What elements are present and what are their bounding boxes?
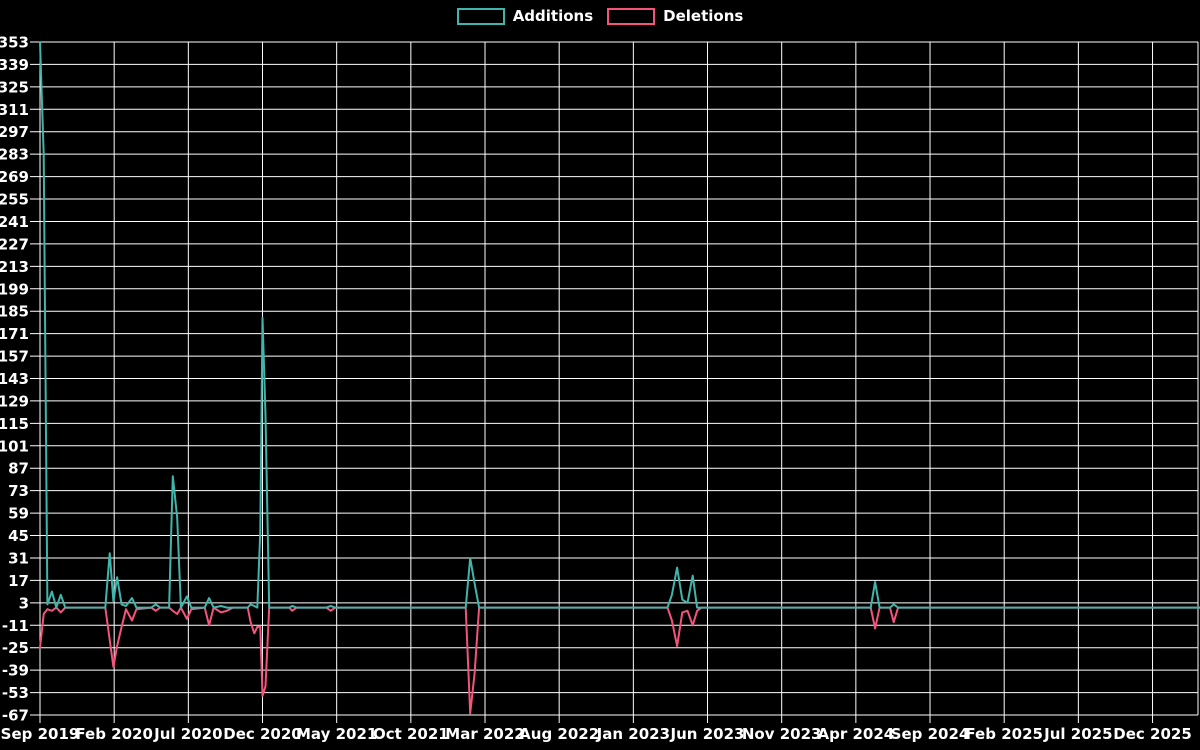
x-tick-label: Jul 2025 <box>1043 725 1112 743</box>
y-tick-label: 311 <box>0 101 29 119</box>
x-tick-label: Nov 2023 <box>742 725 822 743</box>
y-tick-label: 283 <box>0 146 29 164</box>
y-tick-label: 353 <box>0 34 29 52</box>
y-tick-label: -25 <box>2 639 29 657</box>
x-tick-label: Feb 2020 <box>75 725 153 743</box>
y-tick-label: 59 <box>8 505 29 523</box>
y-tick-label: -39 <box>2 662 29 680</box>
additions-line <box>39 41 1200 609</box>
x-tick-label: Apr 2024 <box>817 725 894 743</box>
x-tick-label: Sep 2019 <box>1 725 80 743</box>
x-tick-label: Jun 2023 <box>670 725 745 743</box>
x-tick-label: Mar 2022 <box>445 725 524 743</box>
x-tick-label: Oct 2021 <box>373 725 449 743</box>
deletions-line <box>39 606 1200 715</box>
y-tick-label: 325 <box>0 78 29 96</box>
x-tick-label: Aug 2022 <box>519 725 599 743</box>
y-tick-label: 185 <box>0 303 29 321</box>
x-tick-label: Sep 2024 <box>891 725 970 743</box>
y-tick-label: 45 <box>8 527 29 545</box>
y-tick-label: 73 <box>8 482 29 500</box>
y-tick-label: 101 <box>0 437 29 455</box>
y-tick-label: 115 <box>0 415 29 433</box>
y-tick-label: 269 <box>0 168 29 186</box>
y-tick-label: 297 <box>0 123 29 141</box>
y-tick-label: -11 <box>2 617 29 635</box>
y-tick-label: 227 <box>0 235 29 253</box>
y-tick-label: 255 <box>0 191 29 209</box>
y-tick-label: 339 <box>0 56 29 74</box>
x-tick-label: Feb 2025 <box>965 725 1043 743</box>
y-tick-label: 171 <box>0 325 29 343</box>
y-tick-label: 17 <box>8 572 29 590</box>
x-tick-label: Jan 2023 <box>596 725 670 743</box>
x-tick-label: Jul 2020 <box>153 725 222 743</box>
y-tick-label: 199 <box>0 280 29 298</box>
x-tick-label: Dec 2020 <box>223 725 302 743</box>
y-tick-label: -67 <box>2 707 29 725</box>
y-tick-label: 213 <box>0 258 29 276</box>
y-tick-label: -53 <box>2 684 29 702</box>
y-tick-label: 157 <box>0 348 29 366</box>
y-tick-label: 3 <box>19 594 29 612</box>
y-tick-label: 241 <box>0 213 29 231</box>
y-tick-label: 87 <box>8 460 29 478</box>
y-tick-label: 129 <box>0 392 29 410</box>
y-tick-label: 31 <box>8 549 29 567</box>
x-tick-label: Dec 2025 <box>1113 725 1192 743</box>
x-tick-label: May 2021 <box>296 725 377 743</box>
y-tick-label: 143 <box>0 370 29 388</box>
